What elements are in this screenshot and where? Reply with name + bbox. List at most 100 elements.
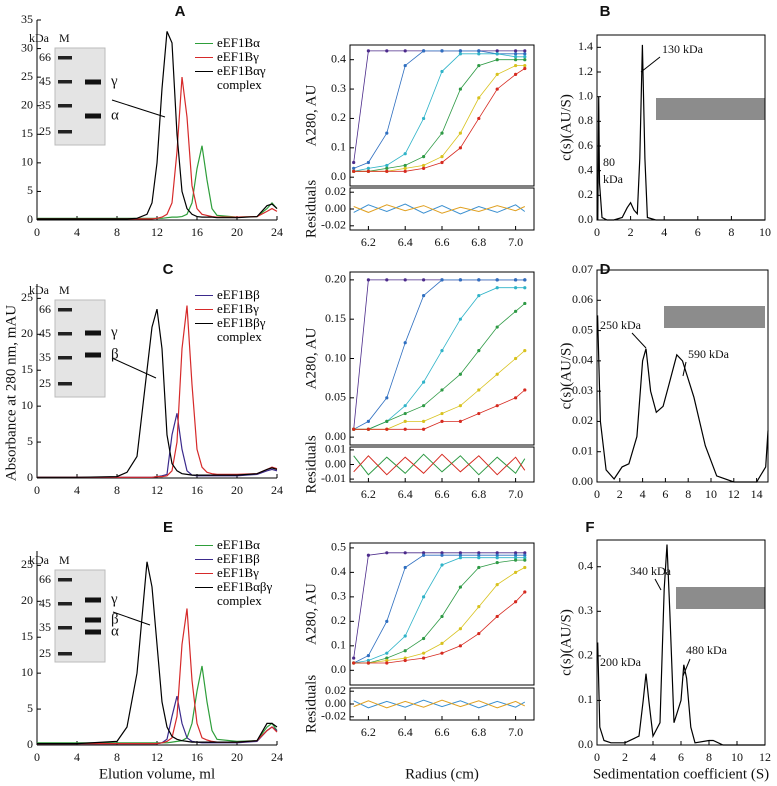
x-tick-label: 8: [114, 483, 120, 497]
y-tick-label: 1.0: [578, 88, 593, 102]
y-tick-label: 25: [21, 557, 33, 571]
panel-label: E: [163, 519, 173, 536]
scan-point: [403, 649, 407, 653]
scan-fit: [353, 350, 526, 430]
plot-frame: [349, 44, 535, 187]
x-tick-label: 6.6: [435, 487, 450, 501]
residual-y-label: Residuals: [303, 435, 319, 493]
x-tick-label: 6.8: [471, 487, 486, 501]
scan-point: [495, 614, 499, 619]
scan-point: [523, 52, 527, 56]
scan-point: [422, 155, 426, 159]
gel-band-image: [676, 587, 765, 609]
scan-point: [403, 169, 407, 173]
y-tick-label: 1.4: [578, 39, 593, 53]
scan-fit: [353, 50, 525, 163]
y-tick-label: 0.00: [325, 201, 346, 215]
gel-marker-label: 66: [39, 572, 51, 586]
x-tick-label: 4: [650, 750, 656, 764]
scan-point: [523, 55, 527, 59]
scan-point: [422, 636, 426, 641]
scan-point: [403, 63, 407, 68]
y-tick-label: 0.07: [572, 262, 593, 276]
legend-label: eEF1Bα: [217, 35, 260, 50]
scan-point: [458, 52, 462, 56]
annotation-leader: [631, 332, 647, 349]
x-tick-label: 2: [622, 750, 628, 764]
x-tick-label: 6.4: [398, 235, 413, 249]
panel-label: C: [163, 261, 174, 278]
x-tick-label: 20: [231, 225, 243, 239]
scan-point: [458, 372, 462, 376]
plot-frame: [596, 539, 766, 746]
scan-point: [385, 278, 389, 282]
legend: eEF1Bβ eEF1Bγ eEF1Bβγ complex: [195, 288, 281, 344]
x-tick-label: 7.0: [508, 725, 523, 739]
scan-point: [514, 58, 518, 62]
scan-point: [422, 651, 426, 655]
scan-fit: [353, 552, 525, 659]
scan-fit: [353, 287, 525, 430]
legend-label: eEF1Bβ: [217, 551, 260, 566]
scan-point: [422, 656, 426, 660]
scan-point: [523, 66, 527, 71]
scan-point: [366, 278, 370, 282]
legend-swatch: [195, 57, 213, 58]
line-series: [37, 308, 278, 478]
y-tick-label: 5: [27, 701, 33, 715]
scan-point: [366, 661, 370, 665]
y-tick-label: 0.02: [325, 683, 346, 697]
gel-marker-band: [58, 80, 72, 84]
gel-band-image: [656, 98, 765, 120]
legend-swatch: [195, 323, 213, 324]
y-tick-label: -0.02: [321, 709, 346, 723]
x-tick-label: 16: [191, 750, 203, 764]
x-tick-label: 6.2: [361, 487, 376, 501]
gel-inset: [54, 47, 106, 146]
y-tick-label: 15: [21, 362, 33, 376]
scan-point: [385, 163, 389, 168]
y-axis-label: A280, AU: [303, 583, 319, 645]
gel-unit: kDa: [29, 553, 50, 567]
shared-y-label: Absorbance at 280 nm, mAU: [3, 305, 19, 481]
scan-fit: [353, 591, 526, 664]
gel-marker-label: 25: [39, 376, 51, 390]
x-tick-label: 4: [74, 483, 80, 497]
line-series: [597, 315, 769, 483]
scan-point: [458, 585, 462, 589]
x-tick-label: 14: [751, 487, 763, 501]
annotation-leader: [682, 361, 687, 377]
line-series: [597, 44, 765, 221]
scan-point: [352, 661, 356, 665]
scan-point: [477, 116, 481, 121]
scan-point: [514, 72, 518, 76]
scan-point: [477, 553, 481, 557]
scan-point: [403, 163, 407, 168]
gel-marker-label: 66: [39, 50, 51, 64]
scan-point: [458, 131, 462, 135]
scan-point: [352, 427, 356, 431]
x-tick-label: 4: [661, 225, 667, 239]
y-axis-label: c(s)(AU/S): [558, 94, 574, 161]
plot-frame: [349, 542, 535, 686]
scan-point: [514, 309, 518, 313]
residual-y-label: Residuals: [303, 180, 319, 238]
y-tick-label: 30: [21, 40, 33, 54]
scan-point: [385, 651, 389, 655]
y-tick-label: 0.20: [325, 272, 346, 286]
scan-fit: [353, 65, 525, 172]
legend-label: eEF1Bαβγ complex: [217, 579, 273, 608]
residual-frame: [349, 446, 535, 483]
gel-marker-band: [58, 626, 72, 630]
x-tick-label: 0: [594, 750, 600, 764]
y-tick-label: 25: [21, 290, 33, 304]
y-tick-label: 0.1: [331, 638, 346, 652]
y-tick-label: 1.2: [578, 64, 593, 78]
panel-label: A: [175, 3, 186, 20]
scan-point: [477, 411, 481, 416]
scan-point: [523, 63, 527, 68]
x-tick-label: 6.4: [398, 725, 413, 739]
scan-point: [477, 551, 481, 555]
line-series: [37, 561, 278, 745]
scan-point: [458, 627, 462, 631]
